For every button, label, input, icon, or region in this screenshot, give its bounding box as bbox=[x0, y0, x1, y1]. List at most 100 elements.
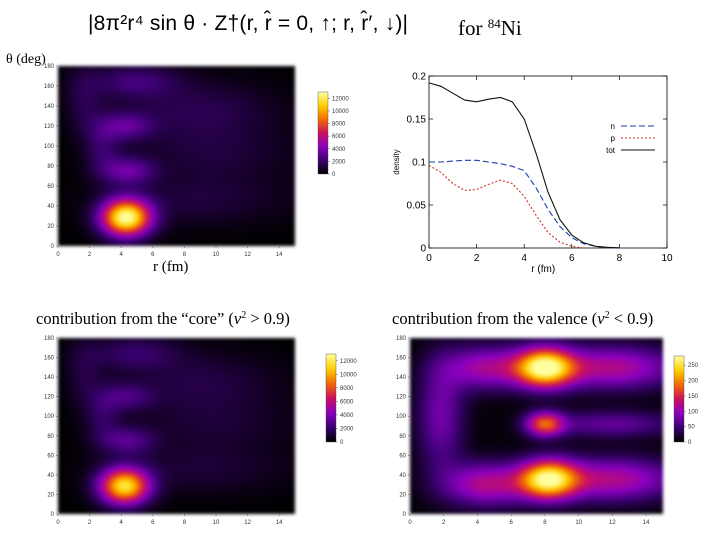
core-heatmap bbox=[58, 338, 295, 514]
colorbar-tick-label: 8000 bbox=[340, 386, 354, 392]
colorbar bbox=[325, 353, 337, 443]
colorbar-tick-label: 6000 bbox=[340, 399, 354, 405]
y-tick-label: 40 bbox=[47, 473, 54, 479]
y-tick-label: 80 bbox=[47, 434, 54, 440]
x-tick-label: 6 bbox=[151, 520, 155, 526]
x-tick-label: 14 bbox=[276, 252, 283, 258]
isotope-label: for 84Ni bbox=[458, 16, 522, 41]
y-tick-label: 140 bbox=[44, 104, 55, 110]
y-tick-label: 0.2 bbox=[412, 72, 426, 83]
y-tick-label: 0 bbox=[403, 512, 407, 518]
x-tick-label: 10 bbox=[213, 520, 220, 526]
density-line-plot: 0 0.05 0.1 0.15 0.2 0 2 4 6 8 10 r (fm) density np tot bbox=[392, 72, 673, 276]
colorbar-tick-label: 12000 bbox=[340, 359, 357, 365]
x-tick-label: 2 bbox=[88, 252, 92, 258]
colorbar-tick-label: 100 bbox=[688, 409, 699, 415]
legend-label: n bbox=[611, 122, 615, 131]
isotope-symbol: Ni bbox=[500, 16, 522, 40]
y-tick-label: 140 bbox=[44, 375, 55, 381]
y-tick-label: 0.05 bbox=[407, 201, 427, 212]
x-tick-label: 10 bbox=[213, 252, 220, 258]
x-tick-label: 10 bbox=[575, 520, 582, 526]
core-caption-exp: 2 bbox=[241, 310, 247, 321]
x-tick-label: 8 bbox=[543, 520, 547, 526]
y-tick-label: 120 bbox=[44, 124, 55, 130]
core-caption-text: contribution from the “core” ( bbox=[36, 309, 234, 328]
colorbar-tick-label: 6000 bbox=[332, 134, 346, 140]
colorbar-tick-label: 12000 bbox=[332, 96, 349, 102]
y-tick-label: 120 bbox=[396, 395, 407, 401]
y-tick-label: 160 bbox=[44, 84, 55, 90]
colorbar-tick-label: 10000 bbox=[332, 109, 349, 115]
y-tick-label: 120 bbox=[44, 395, 55, 401]
colorbar bbox=[673, 355, 685, 443]
series-line-n bbox=[429, 159, 620, 249]
core-caption: contribution from the “core” (v2 > 0.9) bbox=[36, 309, 290, 329]
y-tick-label: 140 bbox=[396, 375, 407, 381]
y-tick-label: 0.15 bbox=[407, 115, 427, 126]
theta-axis-label: θ (deg) bbox=[6, 52, 46, 67]
isotope-mass: 84 bbox=[487, 16, 501, 31]
legend-label: tot bbox=[606, 146, 616, 155]
x-tick-label: 12 bbox=[244, 252, 251, 258]
colorbar-tick-label: 50 bbox=[688, 425, 695, 431]
x-tick-label: 10 bbox=[661, 253, 673, 264]
y-tick-label: 60 bbox=[399, 453, 406, 459]
x-tick-label: 0 bbox=[426, 253, 432, 264]
x-tick-label: 14 bbox=[276, 520, 283, 526]
x-tick-label: 14 bbox=[643, 520, 650, 526]
y-tick-label: 40 bbox=[47, 204, 54, 210]
x-tick-label: 6 bbox=[151, 252, 155, 258]
valence-caption-var: v bbox=[597, 309, 605, 328]
colorbar-tick-label: 10000 bbox=[340, 372, 357, 378]
colorbar-tick-label: 2000 bbox=[332, 159, 346, 165]
y-tick-label: 100 bbox=[396, 414, 407, 420]
x-tick-label: 8 bbox=[183, 520, 187, 526]
legend-label: p bbox=[611, 134, 616, 143]
x-axis-label: r (fm) bbox=[531, 264, 555, 275]
y-tick-label: 100 bbox=[44, 414, 55, 420]
y-tick-label: 160 bbox=[396, 356, 407, 362]
y-tick-label: 100 bbox=[44, 144, 55, 150]
x-tick-label: 2 bbox=[88, 520, 92, 526]
series-line-p bbox=[428, 164, 584, 249]
y-tick-label: 180 bbox=[44, 336, 55, 342]
y-tick-label: 60 bbox=[47, 453, 54, 459]
colorbar-tick-label: 4000 bbox=[332, 147, 346, 153]
colorbar-tick-label: 8000 bbox=[332, 122, 346, 128]
valence-caption-exp: 2 bbox=[604, 310, 610, 321]
x-tick-label: 0 bbox=[56, 520, 60, 526]
valence-caption-cond: < 0.9) bbox=[609, 309, 654, 328]
y-tick-label: 80 bbox=[399, 434, 406, 440]
y-tick-label: 160 bbox=[44, 356, 55, 362]
valence-heatmap bbox=[410, 338, 663, 514]
y-tick-label: 0 bbox=[420, 244, 426, 255]
r-axis-label: r (fm) bbox=[153, 259, 189, 275]
series-line-tot bbox=[428, 82, 620, 249]
core-caption-cond: > 0.9) bbox=[246, 309, 290, 328]
x-tick-label: 2 bbox=[442, 520, 446, 526]
y-tick-label: 60 bbox=[47, 184, 54, 190]
x-tick-label: 4 bbox=[120, 520, 124, 526]
x-tick-label: 6 bbox=[510, 520, 514, 526]
colorbar-tick-label: 0 bbox=[688, 440, 692, 446]
colorbar-tick-label: 4000 bbox=[340, 413, 354, 419]
colorbar-tick-label: 150 bbox=[688, 394, 699, 400]
x-tick-label: 6 bbox=[569, 253, 575, 264]
valence-caption: contribution from the valence (v2 < 0.9) bbox=[392, 309, 653, 329]
for-text: for bbox=[458, 16, 483, 40]
y-tick-label: 180 bbox=[44, 64, 55, 70]
y-tick-label: 40 bbox=[399, 473, 406, 479]
x-tick-label: 8 bbox=[183, 252, 187, 258]
x-tick-label: 12 bbox=[244, 520, 251, 526]
y-tick-label: 180 bbox=[396, 336, 407, 342]
colorbar-tick-label: 0 bbox=[332, 172, 336, 178]
y-axis-label: density bbox=[392, 149, 401, 174]
equation: |8π²r⁴ sin θ · Z†(r, r̂ = 0, ↑; r, r̂′, … bbox=[88, 12, 409, 35]
colorbar-tick-label: 0 bbox=[340, 440, 344, 446]
total-heatmap bbox=[58, 66, 295, 246]
colorbar-tick-label: 200 bbox=[688, 379, 699, 385]
y-tick-label: 20 bbox=[47, 224, 54, 230]
